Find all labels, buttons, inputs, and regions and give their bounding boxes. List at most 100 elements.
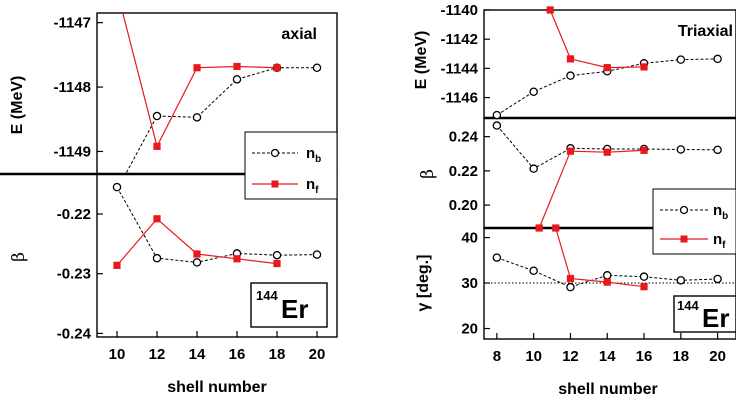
axial-energy-nf-point [193, 64, 201, 72]
axial-energy-nb-point [312, 63, 322, 72]
triaxial-nucleus-box [673, 295, 736, 333]
triaxial-beta-plot [492, 121, 722, 232]
triaxial-beta-nb-point [492, 121, 502, 130]
axial-energy-nf-point [153, 142, 161, 150]
triaxial-gamma-nf-point [566, 274, 575, 283]
triaxial-beta-nf-point [566, 147, 575, 155]
triaxial-gamma-plot [492, 224, 722, 292]
axial-chart: -1147 -1148 -1149 -0.22 -0.23 -0.24 10 12 14 16… [0, 12, 338, 396]
axial-nucleus-box [250, 282, 328, 328]
triaxial-energy-yticks: -1140 -1142 -1144 -1146 [440, 2, 490, 107]
axial-legend-nb-marker [270, 148, 280, 158]
axial-nucleus-label: 144 Er [250, 282, 328, 328]
triaxial-energy-nb-point [492, 110, 502, 120]
triaxial-gamma-nb-point [529, 266, 538, 276]
axial-beta-nf-point [193, 250, 201, 258]
axial-nucleus-mass: 144 [256, 288, 278, 303]
triaxial-legend-nb-marker [679, 205, 689, 215]
axial-beta-ytick-label: -0.23 [57, 266, 91, 283]
triaxial-title: Triaxial [678, 23, 733, 40]
triaxial-energy-nf-point [566, 55, 575, 63]
axial-energy-plot [122, 13, 322, 174]
axial-beta-nb-point [192, 258, 202, 267]
triaxial-energy-nf-line [549, 10, 645, 69]
axial-beta-nf-point [273, 259, 281, 268]
triaxial-beta-ytick-label: 0.24 [449, 129, 479, 146]
triaxial-energy-ytick-label: -1142 [440, 31, 478, 48]
axial-energy-nf-point [273, 64, 281, 72]
triaxial-beta-ylabel: β [418, 169, 438, 179]
triaxial-gamma-nf-point [603, 278, 611, 286]
axial-beta-nb-point [152, 253, 162, 263]
triaxial-gamma-yticks: 40 30 20 [461, 230, 490, 338]
triaxial-beta-nf-point [535, 224, 543, 232]
triaxial-energy-nf-point [603, 64, 611, 72]
triaxial-beta-yticks: 0.24 0.22 0.20 [449, 129, 490, 214]
triaxial-legend-nf-label: nf [713, 231, 726, 251]
axial-beta-nb-point [312, 250, 322, 259]
axial-legend-nf-label: nf [306, 176, 319, 196]
axial-title: axial [281, 26, 317, 43]
axial-beta-nb-point [272, 250, 282, 260]
triaxial-energy-nb-point [529, 87, 538, 96]
axial-legend: nb nf [244, 131, 338, 200]
axial-legend-nb-label: nb [306, 145, 321, 165]
triaxial-gamma-nb-point [676, 276, 686, 285]
triaxial-nucleus-symbol: Er [702, 303, 729, 333]
triaxial-energy-nf-point [546, 6, 554, 14]
axial-beta-ylabel: β [9, 252, 29, 262]
triaxial-gamma-nb-point [566, 282, 575, 292]
triaxial-xtick-label: 8 [493, 348, 501, 365]
triaxial-legend: nb nf [652, 188, 736, 255]
triaxial-chart: -1140 -1142 -1144 -1146 0.24 0.22 0.20 40 30 20… [413, 2, 736, 398]
triaxial-xtick-label: 20 [709, 348, 726, 365]
axial-xtick-label: 10 [109, 346, 126, 363]
triaxial-beta-ytick-label: 0.22 [449, 163, 478, 180]
triaxial-beta-nf-line [538, 149, 645, 228]
axial-legend-nf-marker [271, 180, 279, 188]
triaxial-energy-nb-point [713, 54, 722, 64]
axial-energy-ylabel: E (MeV) [9, 76, 26, 135]
axial-nucleus-symbol: Er [281, 294, 308, 324]
triaxial-gamma-nb-point [602, 271, 612, 280]
axial-energy-ytick-label: -1147 [53, 15, 91, 32]
triaxial-gamma-ylabel: γ [deg.] [415, 255, 432, 312]
axial-xlabel: shell number [167, 379, 267, 396]
triaxial-beta-nf-point [640, 146, 648, 154]
axial-energy-nf-line [122, 13, 278, 148]
axial-energy-ytick-label: -1149 [53, 143, 91, 160]
triaxial-legend-nb-label: nb [713, 202, 728, 222]
triaxial-energy-ytick-label: -1146 [440, 90, 478, 107]
axial-energy-nb-point [152, 111, 162, 121]
axial-beta-ytick-label: -0.24 [57, 325, 92, 342]
triaxial-xtick-label: 18 [672, 348, 689, 365]
axial-energy-nf-point [233, 62, 241, 71]
axial-xtick-label: 14 [189, 346, 206, 363]
axial-xtick-label: 12 [149, 346, 166, 363]
axial-energy-yticks: -1147 -1148 -1149 [53, 15, 103, 160]
axial-beta-nf-point [233, 255, 241, 263]
triaxial-energy-nb-point [676, 55, 686, 64]
triaxial-gamma-nb-point [713, 274, 722, 284]
triaxial-energy-nb-point [566, 71, 575, 80]
triaxial-energy-ylabel: E (MeV) [413, 31, 430, 90]
triaxial-energy-ytick-label: -1144 [440, 60, 478, 77]
axial-xticks: 10 12 14 16 18 20 [109, 331, 326, 363]
axial-beta-plot [112, 182, 322, 269]
triaxial-xtick-label: 16 [636, 348, 653, 365]
axial-beta-nb-point [112, 182, 122, 192]
triaxial-xtick-label: 12 [562, 348, 579, 365]
triaxial-energy-plot [492, 6, 722, 120]
axial-xtick-label: 20 [309, 346, 326, 363]
triaxial-gamma-nf-line [555, 228, 645, 288]
triaxial-xtick-label: 10 [525, 348, 542, 365]
axial-energy-ytick-label: -1148 [53, 79, 91, 96]
triaxial-xlabel: shell number [558, 381, 658, 398]
triaxial-beta-nb-point [713, 145, 722, 155]
triaxial-xticks: 8 10 12 14 16 18 20 [493, 333, 726, 365]
axial-beta-nb-line [116, 186, 318, 263]
triaxial-legend-box [652, 188, 736, 255]
triaxial-gamma-nf-point [640, 283, 648, 291]
triaxial-beta-nb-point [676, 145, 686, 154]
